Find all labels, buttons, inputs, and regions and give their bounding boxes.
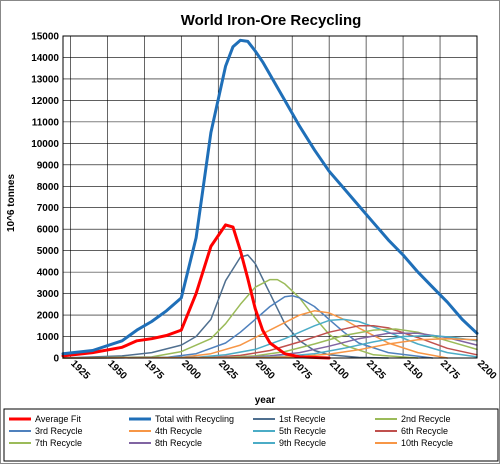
grid: [63, 35, 478, 359]
y-tick-label: 5000: [37, 246, 60, 257]
y-tick-label: 10000: [31, 139, 59, 150]
x-tick-label: 2000: [179, 358, 203, 382]
series-line-1: [61, 223, 331, 360]
y-tick-label: 8000: [37, 182, 60, 193]
plot-area: [63, 36, 477, 358]
legend-label: Average Fit: [35, 414, 81, 424]
y-tick-labels: 0 1000 2000 3000 4000 5000 6000 7000 8000 9000 100…: [31, 32, 59, 365]
legend-label: 10th Recycle: [401, 438, 453, 448]
legend-label: 7th Recycle: [35, 438, 82, 448]
y-tick-label: 3000: [37, 289, 60, 300]
legend-label: 1st Recycle: [279, 414, 326, 424]
y-tick-label: 6000: [37, 225, 60, 236]
x-tick-label: 2075: [290, 358, 314, 382]
y-tick-label: 13000: [31, 74, 59, 85]
x-tick-label: 2100: [327, 358, 351, 382]
legend-label: 8th Recycle: [155, 438, 202, 448]
y-tick-label: 7000: [37, 203, 60, 214]
series-line-2: [61, 38, 479, 356]
chart-title: World Iron-Ore Recycling: [181, 12, 362, 29]
y-tick-label: 1000: [37, 332, 60, 343]
legend: Average Fit Total with Recycling 1st Recyc…: [3, 408, 499, 462]
y-axis-label: 10^6 tonnes: [6, 174, 17, 233]
x-tick-label: 2150: [401, 358, 425, 382]
legend-label: 2nd Recycle: [401, 414, 451, 424]
y-tick-label: 15000: [31, 32, 59, 43]
plot-border: [62, 35, 478, 359]
x-tick-label: 2025: [216, 358, 240, 382]
y-tick-label: 2000: [37, 311, 60, 322]
x-tick-label: 2125: [364, 358, 388, 382]
y-tick-label: 12000: [31, 96, 59, 107]
y-tick-label: 11000: [32, 117, 60, 128]
legend-label: 6th Recycle: [401, 426, 448, 436]
y-tick-label: 14000: [31, 53, 59, 64]
x-axis-label: year: [255, 395, 276, 406]
x-tick-label: 2200: [475, 358, 499, 382]
series-line-6: [62, 310, 449, 359]
legend-label: 4th Recycle: [155, 426, 202, 436]
x-tick-label: 1975: [142, 358, 166, 382]
series-line-7: [62, 318, 478, 359]
series-line-4: [62, 278, 419, 359]
legend-box: [3, 408, 499, 462]
legend-label: 3rd Recycle: [35, 426, 83, 436]
series-line-5: [62, 294, 434, 359]
y-tick-label: 0: [53, 354, 59, 365]
series-line-12: [62, 337, 478, 359]
series-lines: [61, 38, 479, 360]
x-tick-labels: 1925 1950 1975 2000 2025 2050 2075 2100 2125 2150…: [68, 358, 498, 382]
x-tick-label: 2050: [253, 358, 277, 382]
x-tick-label: 1950: [105, 358, 129, 382]
legend-label: 5th Recycle: [279, 426, 326, 436]
legend-label: 9th Recycle: [279, 438, 326, 448]
legend-label: Total with Recycling: [155, 414, 234, 424]
y-tick-label: 9000: [37, 160, 60, 171]
y-tick-label: 4000: [37, 268, 60, 279]
x-tick-label: 2175: [438, 358, 462, 382]
x-tick-label: 1925: [68, 358, 92, 382]
series-line-3: [62, 254, 390, 359]
